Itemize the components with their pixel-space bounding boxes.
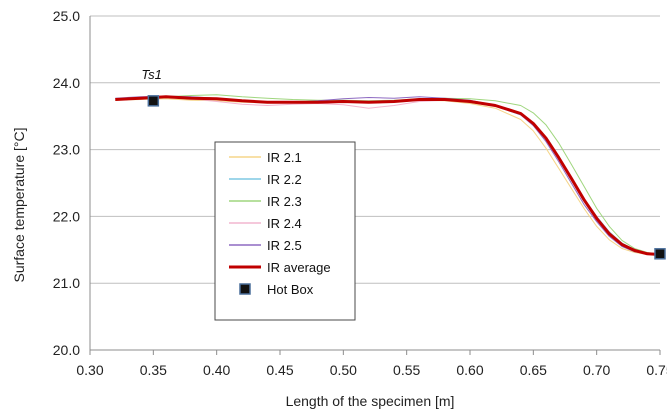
legend-label: IR 2.5	[267, 238, 302, 253]
x-tick-label: 0.45	[266, 362, 293, 378]
legend-box	[214, 141, 356, 321]
legend-label: IR 2.3	[267, 194, 302, 209]
legend-swatch	[239, 283, 251, 295]
legend-label: Hot Box	[267, 282, 314, 297]
legend-label: IR 2.1	[267, 150, 302, 165]
legend-label: IR average	[267, 260, 331, 275]
y-tick-label: 21.0	[53, 275, 80, 291]
marker-label: Ts1	[141, 67, 161, 82]
y-tick-label: 24.0	[53, 75, 80, 91]
legend-label: IR 2.2	[267, 172, 302, 187]
series-line-ir-average	[115, 95, 661, 256]
hot-box-markers: Ts1Ts2	[141, 67, 666, 260]
x-tick-label: 0.40	[203, 362, 230, 378]
axes	[89, 16, 661, 355]
hot-box-marker	[654, 248, 666, 260]
y-tick-label: 23.0	[53, 142, 80, 158]
x-tick-label: 0.65	[520, 362, 547, 378]
y-tick-labels: 20.0 21.0 22.0 23.0 24.0 25.0	[53, 8, 80, 358]
x-tick-label: 0.35	[140, 362, 167, 378]
y-tick-label: 22.0	[53, 208, 80, 224]
series-line-ir-2-3	[115, 94, 661, 255]
x-tick-label: 0.75	[646, 362, 667, 378]
y-tick-label: 25.0	[53, 8, 80, 24]
legend-label: IR 2.4	[267, 216, 302, 231]
y-axis-title: Surface temperature [°C]	[11, 128, 27, 283]
x-tick-label: 0.60	[456, 362, 483, 378]
hot-box-marker	[147, 95, 160, 107]
series-line-ir-2-1	[115, 98, 661, 256]
x-tick-labels: 0.30 0.35 0.40 0.45 0.50 0.55 0.60 0.65 0.70 0.75	[76, 362, 667, 378]
x-tick-label: 0.30	[76, 362, 103, 378]
x-tick-label: 0.70	[583, 362, 610, 378]
y-tick-label: 20.0	[53, 342, 80, 358]
x-tick-label: 0.50	[330, 362, 357, 378]
series-lines	[115, 94, 661, 256]
x-axis-title: Length of the specimen [m]	[286, 393, 455, 409]
legend: IR 2.1 IR 2.2 IR 2.3 IR 2.4 IR 2.5 IR average…	[214, 141, 356, 321]
x-tick-label: 0.55	[393, 362, 420, 378]
